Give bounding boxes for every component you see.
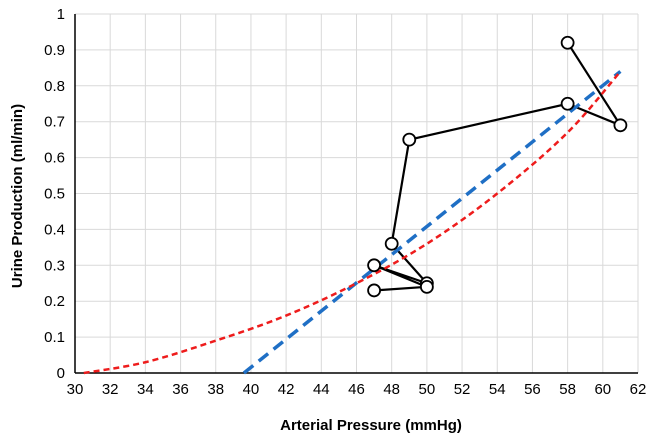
x-tick-label: 60 [594, 381, 611, 398]
y-tick-label: 0.6 [44, 150, 65, 167]
blue-dashed-line [242, 70, 622, 375]
x-axis-title: Arterial Pressure (mmHg) [280, 417, 462, 434]
y-axis-title: Urine Production (ml/min) [9, 104, 26, 288]
data-point [419, 279, 434, 294]
data-point [384, 236, 399, 251]
x-tick-label: 32 [102, 381, 119, 398]
grid [75, 13, 639, 373]
x-tick-label: 54 [489, 381, 506, 398]
x-tick-label: 42 [278, 381, 295, 398]
x-tick-label: 48 [383, 381, 400, 398]
x-tick-label: 40 [243, 381, 260, 398]
red-dotted-curve [83, 70, 622, 375]
y-tick-label: 0.8 [44, 78, 65, 95]
series-layer [83, 35, 628, 375]
y-tick-label: 0.3 [44, 257, 65, 274]
data-point [367, 283, 381, 298]
y-tick-label: 0.1 [44, 329, 65, 346]
y-tick-label: 0 [57, 365, 65, 382]
data-point [367, 258, 381, 273]
x-tick-label: 30 [67, 381, 84, 398]
data-point [402, 132, 417, 147]
x-tick-label: 46 [348, 381, 365, 398]
axes [74, 14, 638, 374]
y-tick-label: 0.5 [44, 186, 65, 203]
x-tick-label: 44 [313, 381, 330, 398]
x-tick-label: 52 [454, 381, 471, 398]
y-tick-label: 1 [57, 6, 65, 23]
y-tick-label: 0.4 [44, 221, 65, 238]
data-point [560, 35, 575, 50]
x-tick-label: 62 [630, 381, 647, 398]
data-point [613, 118, 628, 133]
y-tick-label: 0.7 [44, 114, 65, 131]
data-point [560, 96, 575, 111]
x-tick-label: 38 [207, 381, 224, 398]
x-tick-label: 56 [524, 381, 541, 398]
y-tick-label: 0.2 [44, 293, 65, 310]
x-tick-label: 50 [419, 381, 436, 398]
x-tick-label: 58 [559, 381, 576, 398]
x-tick-label: 36 [172, 381, 189, 398]
x-tick-label: 34 [137, 381, 154, 398]
y-tick-label: 0.9 [44, 42, 65, 59]
tick-labels: 30 32 34 36 38 40 42 44 46 48 50 52 54 56 58 60 62 0 0.1 0.… [44, 6, 646, 398]
